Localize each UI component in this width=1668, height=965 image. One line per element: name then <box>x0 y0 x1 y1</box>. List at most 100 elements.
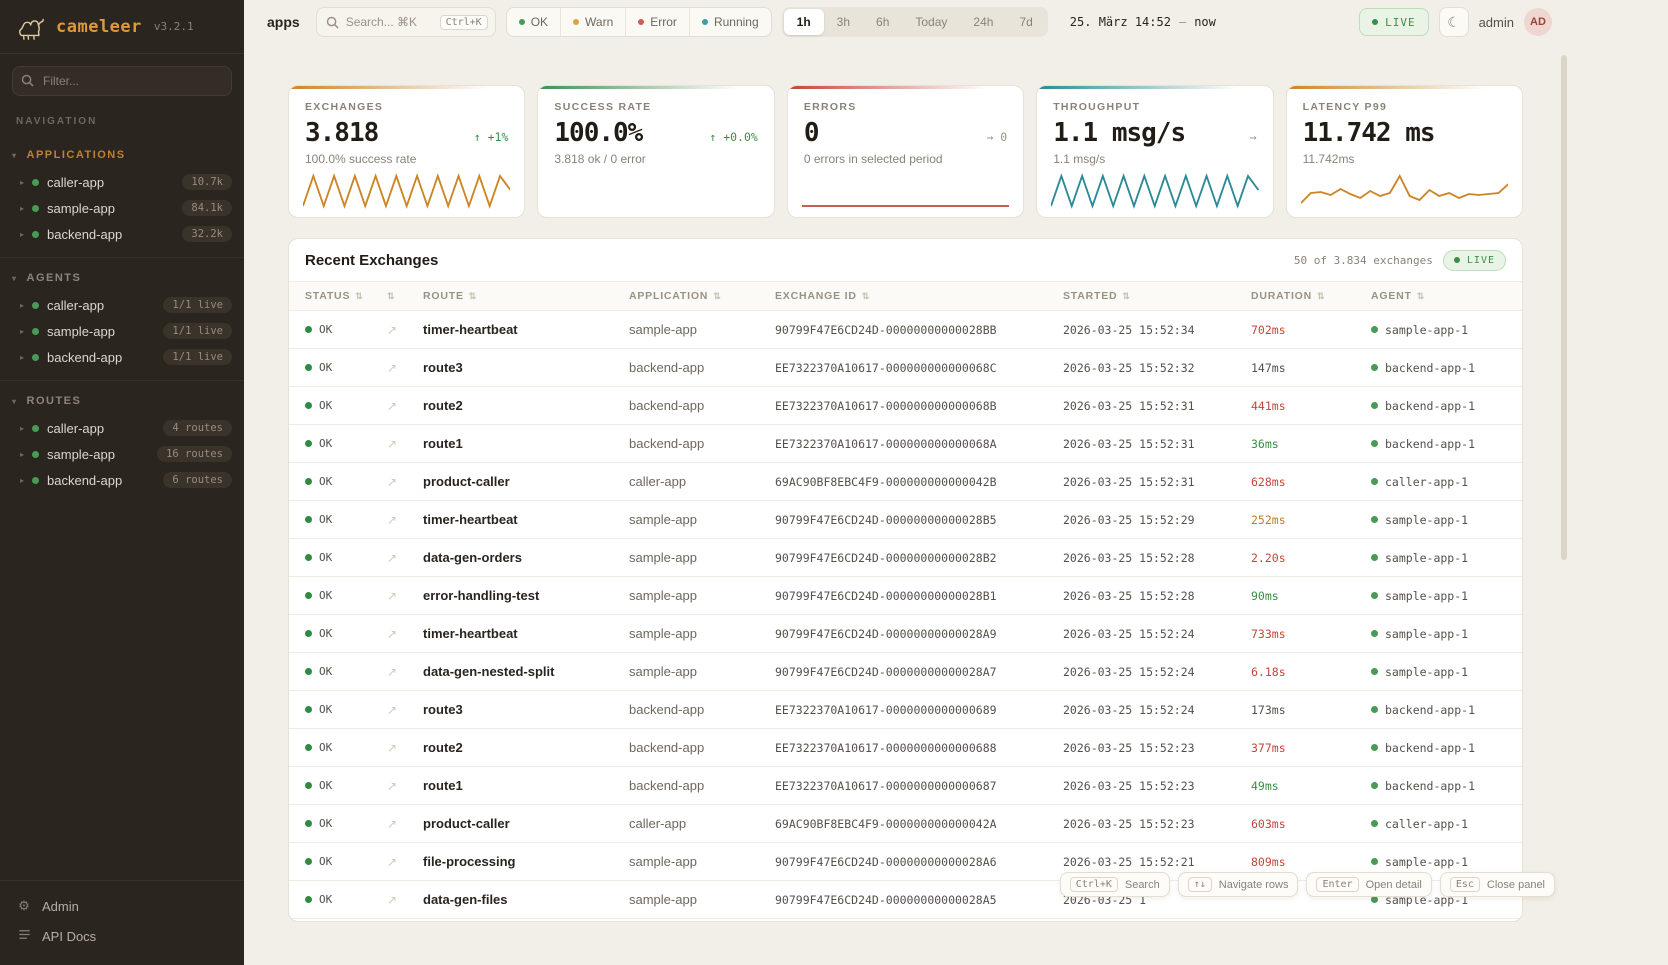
sidebar-item-agents-sample-app[interactable]: ▸ sample-app 1/1 live <box>0 318 244 344</box>
status-label: OK <box>319 399 333 412</box>
filter-input[interactable] <box>12 66 232 96</box>
open-exchange-icon[interactable]: ↗ <box>387 550 398 565</box>
table-row[interactable]: OK ↗ route2 backend-app EE7322370A10617-0000… <box>289 729 1522 767</box>
search-input[interactable] <box>345 15 433 29</box>
status-filter-ok[interactable]: OK <box>507 8 560 36</box>
column-header-status[interactable]: STATUS ⇅ <box>305 290 387 302</box>
application-cell: sample-app <box>629 892 697 907</box>
status-dot-icon <box>573 19 580 25</box>
open-exchange-icon[interactable]: ↗ <box>387 436 398 451</box>
table-row[interactable]: OK ↗ error-handling-test sample-app 90799F47… <box>289 577 1522 615</box>
open-exchange-icon[interactable]: ↗ <box>387 474 398 489</box>
column-label: STATUS <box>305 290 351 302</box>
open-exchange-icon[interactable]: ↗ <box>387 778 398 793</box>
ok-dot-icon <box>305 592 312 599</box>
sidebar-item-routes-backend-app[interactable]: ▸ backend-app 6 routes <box>0 467 244 493</box>
table-row[interactable]: OK ↗ route3 backend-app EE7322370A10617-0000… <box>289 349 1522 387</box>
live-badge[interactable]: LIVE <box>1359 8 1429 36</box>
agent-dot-icon <box>1371 364 1378 371</box>
column-header-duration[interactable]: DURATION ⇅ <box>1251 290 1371 302</box>
theme-toggle-button[interactable]: ☾ <box>1438 7 1469 37</box>
table-row[interactable]: OK ↗ product-caller caller-app 69AC90BF8EBC4… <box>289 463 1522 501</box>
status-label: OK <box>319 475 333 488</box>
sparkline-chart <box>801 205 1010 207</box>
agent-dot-icon <box>1371 402 1378 409</box>
status-label: OK <box>319 817 333 830</box>
open-exchange-icon[interactable]: ↗ <box>387 854 398 869</box>
table-row[interactable]: OK ↗ timer-heartbeat sample-app 90799F47E6CD… <box>289 615 1522 653</box>
time-window[interactable]: 25. März 14:52 — now <box>1058 15 1228 29</box>
time-range-7d[interactable]: 7d <box>1019 15 1033 29</box>
column-header-exchange-id[interactable]: EXCHANGE ID ⇅ <box>775 290 1063 302</box>
keyboard-hints: Ctrl+K Search ↑↓ Navigate rows Enter Open det… <box>1059 872 1555 897</box>
column-header-link[interactable]: ⇅ <box>387 291 423 302</box>
open-exchange-icon[interactable]: ↗ <box>387 892 398 907</box>
sidebar-item-admin[interactable]: ⚙ Admin <box>0 891 244 921</box>
open-exchange-icon[interactable]: ↗ <box>387 626 398 641</box>
section-header-agents[interactable]: ▾ AGENTS <box>0 264 244 292</box>
agent-cell: caller-app-1 <box>1371 475 1522 489</box>
status-cell: OK <box>305 399 387 412</box>
application-cell: caller-app <box>629 816 687 831</box>
stat-card-throughput[interactable]: THROUGHPUT 1.1 msg/s → 1.1 msg/s <box>1036 85 1274 218</box>
column-header-application[interactable]: APPLICATION ⇅ <box>629 290 775 302</box>
table-row[interactable]: OK ↗ route3 backend-app EE7322370A10617-0000… <box>289 691 1522 729</box>
sidebar-item-routes-sample-app[interactable]: ▸ sample-app 16 routes <box>0 441 244 467</box>
card-sparkline <box>1050 172 1260 210</box>
status-filter-running[interactable]: Running <box>688 8 771 36</box>
sidebar-item-applications-caller-app[interactable]: ▸ caller-app 10.7k <box>0 169 244 195</box>
status-dot-icon <box>32 301 40 309</box>
avatar[interactable]: AD <box>1524 8 1552 36</box>
status-filter-error[interactable]: Error <box>625 8 689 36</box>
open-exchange-icon[interactable]: ↗ <box>387 360 398 375</box>
time-range-1h[interactable]: 1h <box>783 9 824 35</box>
status-filter-warn[interactable]: Warn <box>560 8 625 36</box>
table-body: OK ↗ timer-heartbeat sample-app 90799F47E6CD… <box>289 311 1522 919</box>
agent-label: backend-app-1 <box>1385 702 1476 717</box>
open-exchange-icon[interactable]: ↗ <box>387 322 398 337</box>
time-from: 25. März 14:52 <box>1069 15 1171 29</box>
time-range-3h[interactable]: 3h <box>836 15 851 29</box>
open-exchange-icon[interactable]: ↗ <box>387 398 398 413</box>
route-cell: data-gen-nested-split <box>423 664 555 679</box>
status-cell: OK <box>305 513 387 526</box>
sidebar-item-routes-caller-app[interactable]: ▸ caller-app 4 routes <box>0 415 244 441</box>
open-exchange-icon[interactable]: ↗ <box>387 512 398 527</box>
stat-card-errors[interactable]: ERRORS 0 → 0 0 errors in selected period <box>786 85 1025 218</box>
sidebar-item-agents-backend-app[interactable]: ▸ backend-app 1/1 live <box>0 344 244 370</box>
agent-dot-icon <box>1371 326 1378 333</box>
table-row[interactable]: OK ↗ timer-heartbeat sample-app 90799F47E6CD… <box>289 311 1522 349</box>
column-header-route[interactable]: ROUTE ⇅ <box>423 290 629 302</box>
time-range-today[interactable]: Today <box>915 15 948 29</box>
table-row[interactable]: OK ↗ data-gen-nested-split sample-app 90799F… <box>289 653 1522 691</box>
table-row[interactable]: OK ↗ route1 backend-app EE7322370A10617-0000… <box>289 425 1522 463</box>
open-exchange-icon[interactable]: ↗ <box>387 816 398 831</box>
column-header-agent[interactable]: AGENT ⇅ <box>1371 290 1522 302</box>
time-range-24h[interactable]: 24h <box>973 15 994 29</box>
open-exchange-icon[interactable]: ↗ <box>387 702 398 717</box>
stat-card-latency-p99[interactable]: LATENCY P99 11.742 ms 11.742ms <box>1285 85 1524 218</box>
column-header-started[interactable]: STARTED ⇅ <box>1063 290 1251 302</box>
table-row[interactable]: OK ↗ file-processing sample-app 90799F47E6CD… <box>289 843 1522 881</box>
search-box[interactable]: Ctrl+K <box>315 7 496 37</box>
open-exchange-icon[interactable]: ↗ <box>387 664 398 679</box>
scrollbar[interactable] <box>1561 55 1567 560</box>
stat-card-success-rate[interactable]: SUCCESS RATE 100.0% ↑ +0.0% 3.818 ok / 0 er… <box>537 85 775 218</box>
agent-cell: sample-app-1 <box>1371 323 1522 337</box>
table-row[interactable]: OK ↗ route2 backend-app EE7322370A10617-0000… <box>289 387 1522 425</box>
table-row[interactable]: OK ↗ timer-heartbeat sample-app 90799F47E6CD… <box>289 501 1522 539</box>
sidebar-item-applications-sample-app[interactable]: ▸ sample-app 84.1k <box>0 195 244 221</box>
section-header-routes[interactable]: ▾ ROUTES <box>0 387 244 415</box>
open-exchange-icon[interactable]: ↗ <box>387 740 398 755</box>
sidebar-item-applications-backend-app[interactable]: ▸ backend-app 32.2k <box>0 221 244 247</box>
open-exchange-icon[interactable]: ↗ <box>387 588 398 603</box>
stat-card-exchanges[interactable]: EXCHANGES 3.818 ↑ +1% 100.0% success rate <box>288 85 526 218</box>
sidebar-item-agents-caller-app[interactable]: ▸ caller-app 1/1 live <box>0 292 244 318</box>
table-row[interactable]: OK ↗ data-gen-orders sample-app 90799F47E6CD… <box>289 539 1522 577</box>
table-row[interactable]: OK ↗ route1 backend-app EE7322370A10617-0000… <box>289 767 1522 805</box>
section-header-applications[interactable]: ▾ APPLICATIONS <box>0 141 244 169</box>
sidebar-item-api-docs[interactable]: API Docs <box>0 921 244 951</box>
time-range-6h[interactable]: 6h <box>876 15 890 29</box>
table-row[interactable]: OK ↗ product-caller caller-app 69AC90BF8EBC4… <box>289 805 1522 843</box>
table-row[interactable]: OK ↗ data-gen-files sample-app 90799F47E6CD2… <box>289 881 1522 919</box>
